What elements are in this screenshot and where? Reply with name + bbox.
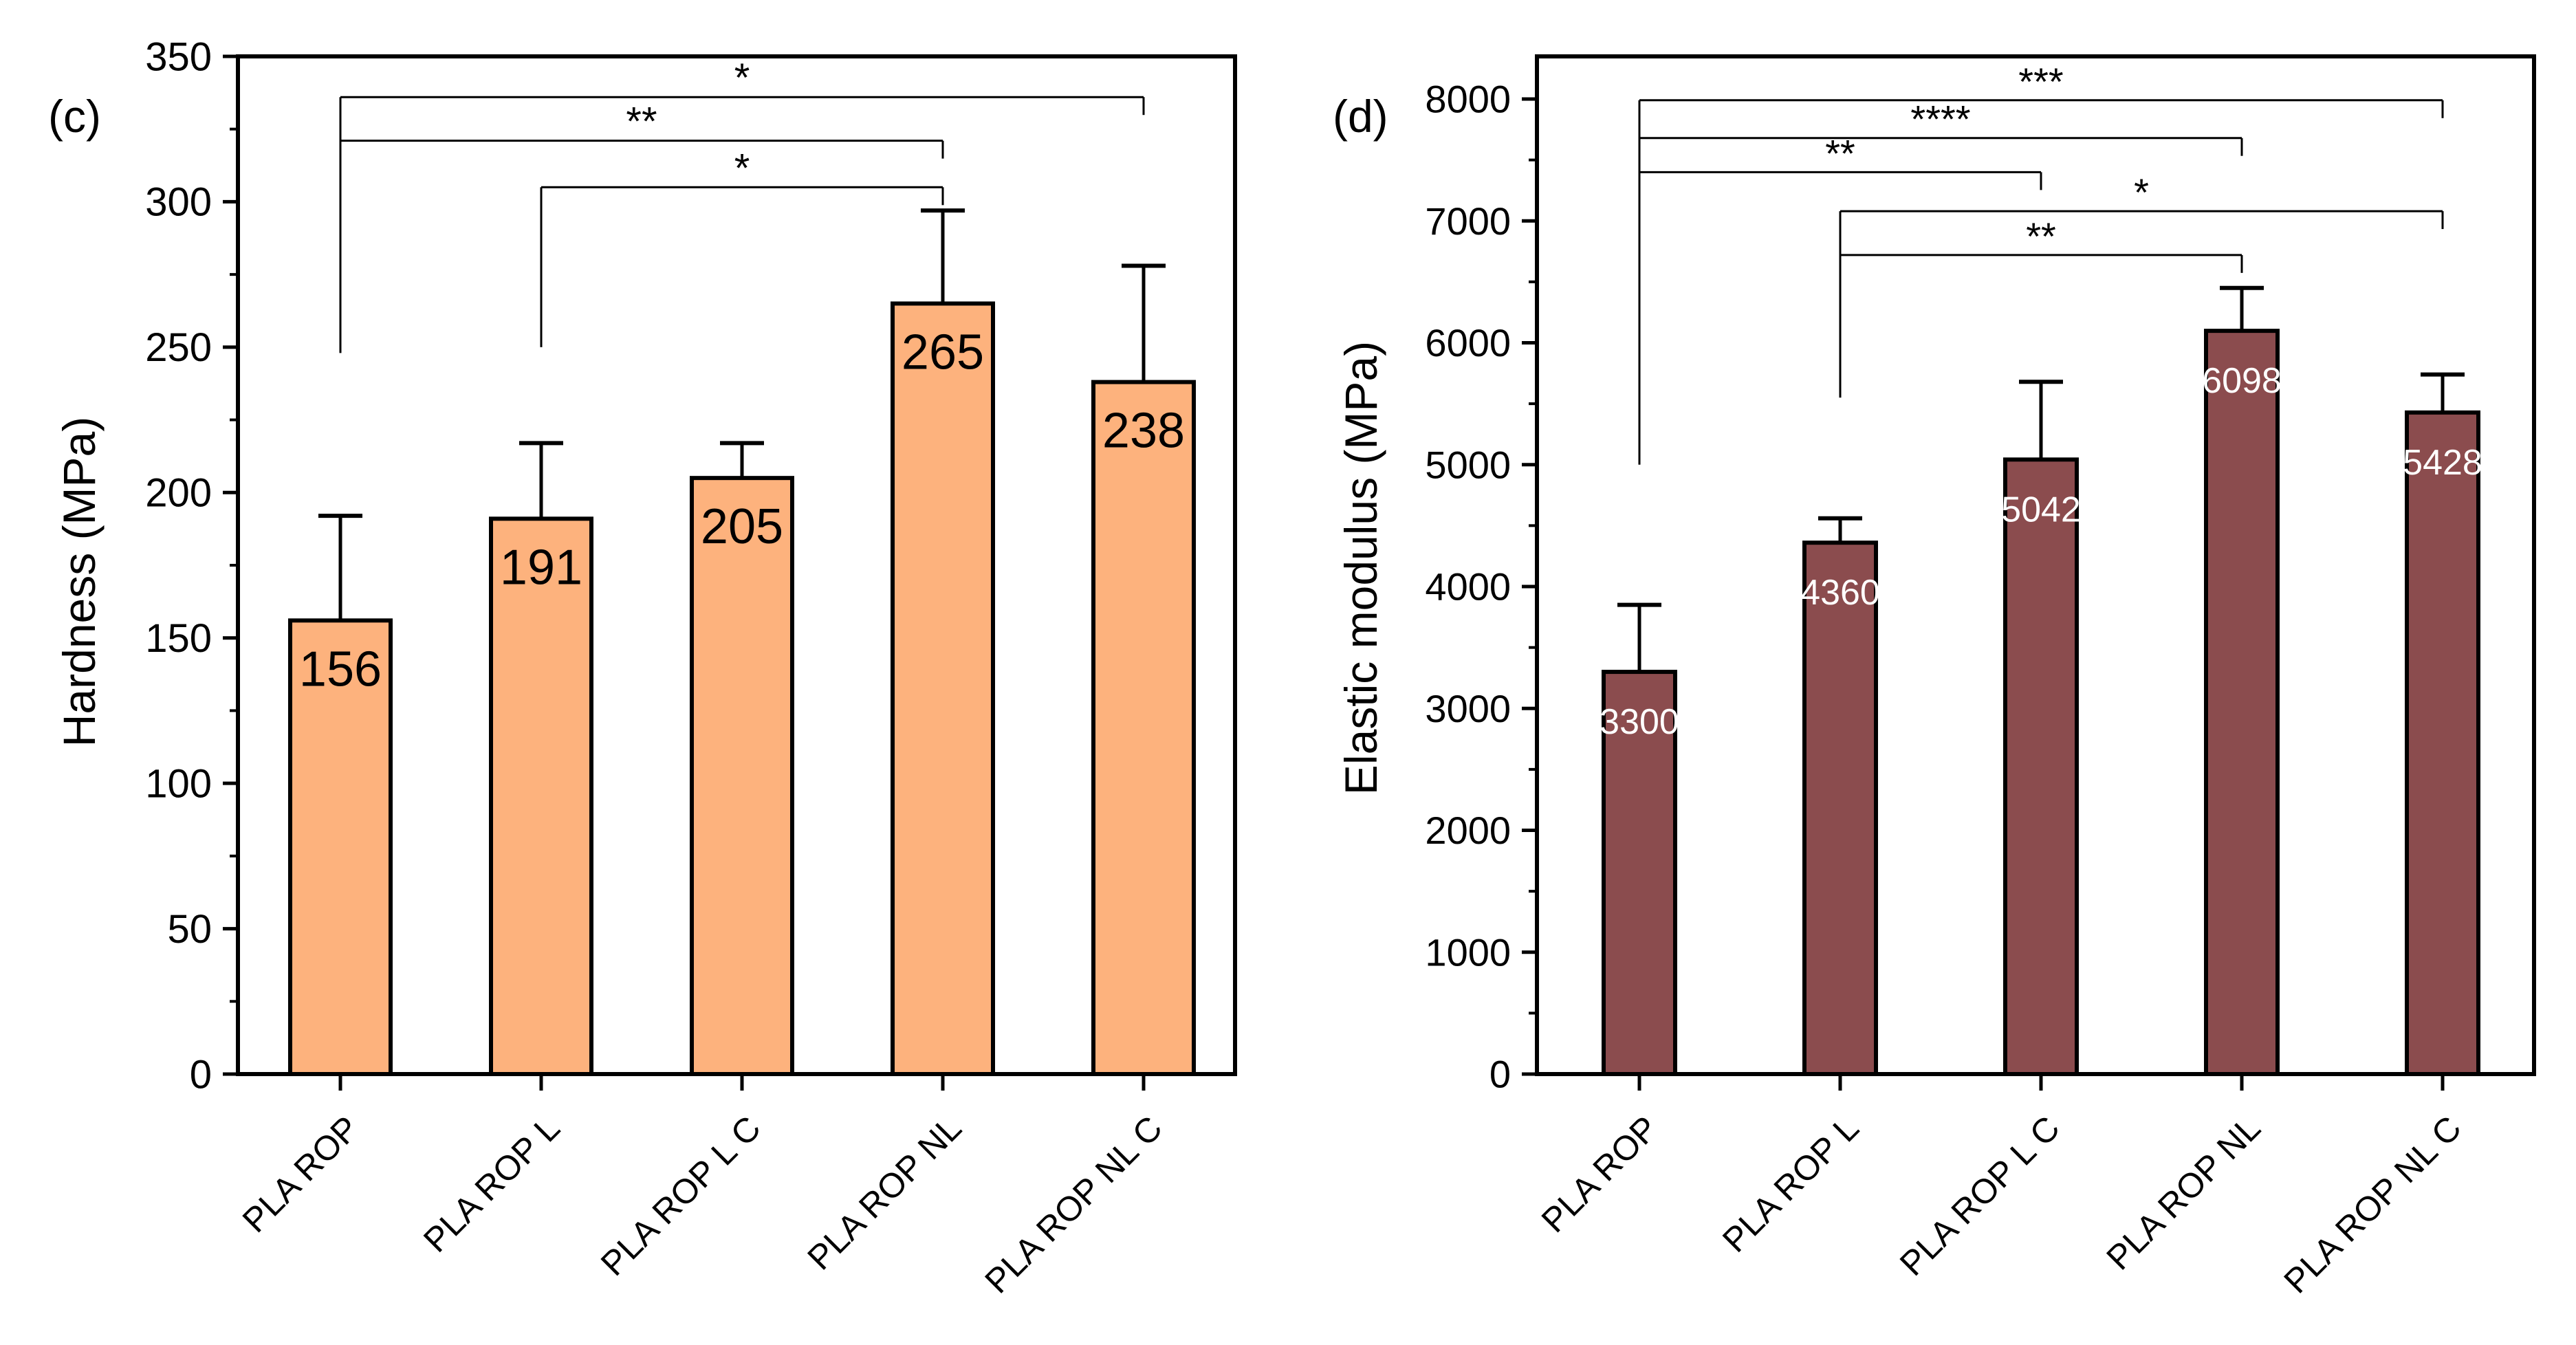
modulus-bar-2 bbox=[1802, 540, 1878, 1076]
modulus-error-bar-4 bbox=[2220, 285, 2264, 331]
y-tick-label: 1000 bbox=[1425, 930, 1511, 974]
x-tick-label: PLA ROP L C bbox=[1892, 1108, 2067, 1283]
modulus-y-ticks: 0 1000 2000 3000 4000 5000 6000 7000 8000 bbox=[1425, 78, 1537, 1096]
y-tick-label: 150 bbox=[145, 616, 212, 661]
significance-label: * bbox=[2134, 171, 2149, 214]
hardness-error-bar-3 bbox=[720, 441, 764, 479]
x-tick-label: PLA ROP NL C bbox=[977, 1108, 1169, 1300]
modulus-axes bbox=[1535, 54, 2536, 1076]
modulus-bar-3 bbox=[2003, 457, 2079, 1076]
hardness-data-labels: 156 191 205 265 238 bbox=[299, 325, 1185, 697]
y-tick-label: 4000 bbox=[1425, 565, 1511, 609]
modulus-data-label-4: 6098 bbox=[2202, 361, 2282, 401]
modulus-significance-bracket-5: ** bbox=[1839, 215, 2243, 273]
hardness-data-label-4: 265 bbox=[902, 325, 984, 380]
modulus-error-bar-3 bbox=[2019, 380, 2063, 460]
y-tick-label: 100 bbox=[145, 761, 212, 806]
hardness-significance-bracket-1: * bbox=[339, 56, 1145, 353]
significance-label: * bbox=[734, 146, 750, 190]
modulus-x-ticks: PLA ROP PLA ROP L PLA ROP L C PLA ROP NL PLA… bbox=[1534, 1074, 2469, 1301]
significance-label: * bbox=[734, 56, 750, 100]
panel-label-c: (c) bbox=[48, 91, 101, 142]
hardness-significance-brackets: **** bbox=[339, 56, 1145, 353]
hardness-data-label-2: 191 bbox=[500, 540, 582, 595]
y-tick-label: 350 bbox=[145, 34, 212, 79]
hardness-error-bar-4 bbox=[921, 208, 965, 304]
hardness-bar-3 bbox=[690, 476, 794, 1076]
hardness-bar-1 bbox=[288, 618, 393, 1076]
hardness-error-bar-1 bbox=[318, 514, 362, 621]
modulus-y-axis-label: Elastic modulus (MPa) bbox=[1335, 341, 1386, 795]
x-tick-label: PLA ROP NL C bbox=[2276, 1108, 2468, 1300]
x-tick-label: PLA ROP L C bbox=[593, 1108, 768, 1283]
modulus-significance-bracket-1: *** bbox=[1638, 60, 2444, 465]
modulus-error-bar-1 bbox=[1617, 602, 1661, 672]
hardness-error-bar-2 bbox=[519, 441, 563, 519]
hardness-data-label-5: 238 bbox=[1102, 404, 1185, 459]
hardness-error-bars bbox=[318, 208, 1166, 621]
hardness-error-bar-5 bbox=[1122, 263, 1166, 382]
significance-label: ** bbox=[2026, 215, 2056, 258]
x-tick-label: PLA ROP bbox=[235, 1108, 367, 1240]
x-tick-label: PLA ROP L bbox=[416, 1108, 567, 1260]
y-tick-label: 50 bbox=[167, 907, 212, 952]
y-tick-label: 2000 bbox=[1425, 809, 1511, 852]
y-tick-label: 0 bbox=[1489, 1053, 1511, 1096]
y-tick-label: 0 bbox=[190, 1052, 212, 1097]
y-tick-label: 8000 bbox=[1425, 78, 1511, 121]
modulus-error-bars bbox=[1617, 285, 2465, 672]
hardness-bar-4 bbox=[891, 301, 995, 1076]
modulus-significance-bracket-3: ** bbox=[1638, 131, 2042, 190]
significance-label: ** bbox=[626, 100, 657, 144]
hardness-significance-bracket-2: ** bbox=[339, 100, 944, 159]
x-tick-label: PLA ROP L bbox=[1715, 1108, 1866, 1260]
modulus-bars bbox=[1602, 329, 2480, 1076]
hardness-x-ticks: PLA ROP PLA ROP L PLA ROP L C PLA ROP NL PLA… bbox=[235, 1074, 1170, 1301]
modulus-error-bar-2 bbox=[1818, 516, 1862, 543]
hardness-bar-5 bbox=[1091, 380, 1196, 1076]
modulus-data-label-2: 4360 bbox=[1800, 573, 1880, 613]
panel-label-d: (d) bbox=[1333, 91, 1388, 142]
hardness-significance-bracket-3: * bbox=[540, 146, 944, 347]
x-tick-label: PLA ROP bbox=[1534, 1108, 1666, 1240]
y-tick-label: 300 bbox=[145, 180, 212, 225]
modulus-data-labels: 3300 4360 5042 6098 5428 bbox=[1600, 361, 2482, 742]
y-tick-label: 7000 bbox=[1425, 199, 1511, 243]
modulus-significance-bracket-4: * bbox=[1839, 171, 2444, 398]
hardness-data-label-1: 156 bbox=[299, 642, 382, 697]
y-tick-label: 200 bbox=[145, 471, 212, 516]
y-tick-label: 250 bbox=[145, 325, 212, 370]
hardness-bars bbox=[288, 301, 1196, 1076]
y-tick-label: 6000 bbox=[1425, 321, 1511, 364]
significance-label: ** bbox=[1825, 131, 1855, 175]
modulus-significance-brackets: ************ bbox=[1638, 60, 2444, 465]
x-tick-label: PLA ROP NL bbox=[800, 1108, 968, 1277]
hardness-y-ticks: 0 50 100 150 200 250 300 350 bbox=[145, 34, 238, 1097]
modulus-data-label-3: 5042 bbox=[2001, 490, 2081, 529]
x-tick-label: PLA ROP NL bbox=[2099, 1108, 2267, 1277]
hardness-data-label-3: 205 bbox=[701, 499, 783, 554]
significance-label: **** bbox=[1910, 98, 1970, 141]
modulus-error-bar-5 bbox=[2421, 372, 2465, 413]
hardness-bar-2 bbox=[489, 516, 593, 1076]
hardness-y-axis-label: Hardness (MPa) bbox=[54, 417, 105, 747]
modulus-plot-frame bbox=[1535, 54, 2536, 1076]
modulus-data-label-5: 5428 bbox=[2403, 443, 2482, 483]
modulus-bar-5 bbox=[2405, 410, 2480, 1076]
modulus-data-label-1: 3300 bbox=[1600, 702, 1679, 742]
y-tick-label: 3000 bbox=[1425, 687, 1511, 730]
significance-label: *** bbox=[2018, 60, 2063, 103]
modulus-significance-bracket-2: **** bbox=[1638, 98, 2243, 156]
modulus-bar-4 bbox=[2204, 329, 2280, 1076]
y-tick-label: 5000 bbox=[1425, 443, 1511, 486]
